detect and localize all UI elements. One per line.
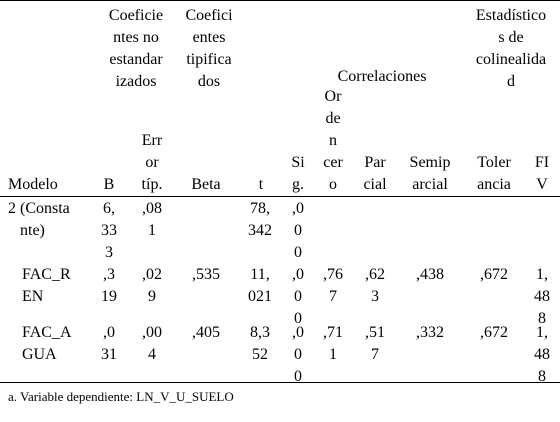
row-fac-agua-parcial: ,51 7 [365, 324, 385, 363]
row-fac-agua-fiv: 1, 48 8 [534, 324, 550, 385]
row-fac-agua-beta: ,405 [192, 324, 220, 341]
row-fac-agua-t: 8,3 52 [250, 324, 270, 363]
row-fac-ren-t: 11, 021 [248, 266, 272, 305]
col-fiv: FI V [534, 154, 550, 193]
row-fac-ren-err: ,02 9 [142, 266, 162, 305]
col-sig: Si g. [291, 154, 305, 193]
row-fac-ren-parcial: ,62 3 [365, 266, 385, 305]
row-fac-agua-semi: ,332 [416, 324, 444, 341]
row-fac-ren-fiv: 1, 48 8 [534, 266, 550, 327]
row-fac-ren-b: ,3 19 [101, 266, 117, 305]
row-constante-err: ,08 1 [142, 200, 162, 239]
row-constante-b: 6, 33 3 [101, 200, 117, 261]
row-constante-sig: ,0 0 0 [292, 200, 304, 261]
header-rule [0, 196, 560, 197]
row-fac-agua-tol: ,672 [480, 324, 508, 341]
col-modelo: Modelo [8, 176, 58, 193]
col-parcial: Par cial [363, 154, 387, 193]
row-fac-ren-sig: ,0 0 0 [292, 266, 304, 327]
row-fac-agua-err: ,00 4 [142, 324, 162, 363]
header-correlations: Correlaciones [337, 68, 427, 85]
row-fac-agua-orden: ,71 1 [323, 324, 343, 363]
top-rule [0, 0, 560, 1]
row-fac-agua-model: FAC_A GUA [22, 324, 72, 363]
row-fac-ren-semi: ,438 [416, 266, 444, 283]
col-beta: Beta [191, 176, 221, 193]
row-fac-ren-beta: ,535 [192, 266, 220, 283]
col-orden-cero: Or de n cer o [323, 88, 343, 193]
header-collinearity: Estadístico s de colinealida d [475, 7, 547, 90]
header-standardized: Coefici entes tipifica dos [185, 7, 233, 90]
row-constante-model: 2 (Consta nte) [8, 200, 70, 239]
row-fac-agua-b: ,0 31 [101, 324, 117, 363]
row-fac-ren-model: FAC_R EN [22, 266, 71, 305]
footnote: a. Variable dependiente: LN_V_U_SUELO [8, 389, 234, 404]
header-unstandardized: Coeficie ntes no estandar izados [108, 7, 164, 90]
row-constante-t: 78, 342 [248, 200, 272, 239]
col-t: t [258, 176, 264, 193]
col-b: B [103, 176, 115, 193]
footer-rule [0, 382, 560, 383]
col-tolerancia: Toler ancia [477, 154, 511, 193]
col-error: Err or típ. [141, 132, 163, 193]
col-semiparcial: Semip arcial [409, 154, 451, 193]
row-fac-agua-sig: ,0 0 0 [292, 324, 304, 385]
row-fac-ren-tol: ,672 [480, 266, 508, 283]
row-fac-ren-orden: ,76 7 [323, 266, 343, 305]
